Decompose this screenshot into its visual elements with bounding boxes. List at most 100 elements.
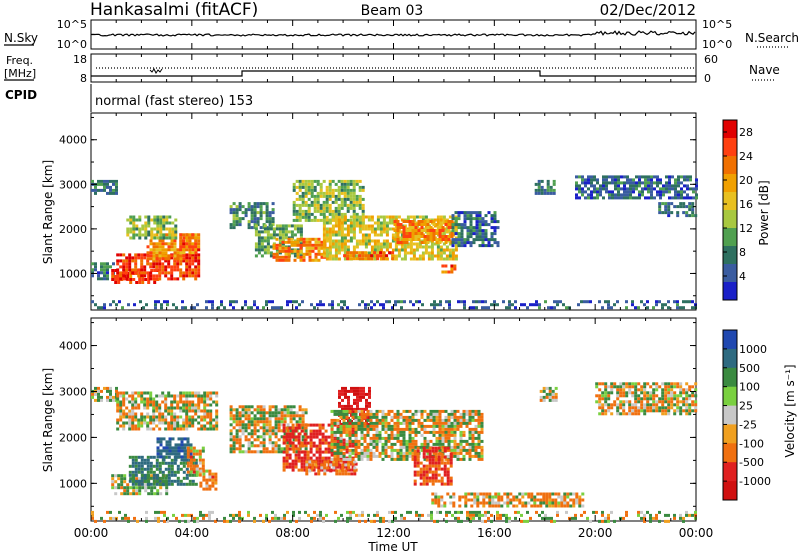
velocity-cell [278,444,281,447]
power-cell [312,247,315,250]
velocity-cell [189,483,192,486]
velocity-cell [140,416,143,419]
power-cell [356,216,359,219]
power-cell [182,274,185,277]
velocity-cell [278,420,281,423]
power-cell [100,183,103,186]
power-cell [350,192,353,195]
velocity-cell [358,416,361,419]
velocity-cell [275,417,278,420]
power-cell [305,195,308,198]
power-cell [482,235,485,238]
velocity-cell [598,394,601,397]
power-cell [323,255,326,258]
velocity-cell [373,452,376,455]
power-cell [273,256,276,259]
power-cell [294,244,297,247]
velocity-cell [475,443,478,446]
velocity-cell [527,493,530,496]
velocity-cell [167,392,170,395]
velocity-cell [361,452,364,455]
power-cell [103,265,106,268]
power-cell [239,205,242,208]
power-cell [416,243,419,246]
power-cell [476,238,479,241]
power-cell [397,229,400,232]
velocity-cell [116,410,119,413]
power-cell [347,192,350,195]
velocity-cell [192,480,195,483]
power-cell [346,251,349,254]
velocity-cell [119,416,122,419]
power-cell [112,192,115,195]
power-cell [458,211,461,214]
velocity-cell [421,410,424,413]
power-cell [464,244,467,247]
velocity-cell [173,401,176,404]
velocity-cell [442,434,445,437]
velocity-cell [179,395,182,398]
power-cell [340,300,343,303]
power-cell [373,251,376,254]
power-cell [629,196,632,199]
power-cell [296,204,299,207]
cpid-text: normal (fast stereo) 153 [95,94,253,109]
velocity-cell [123,477,126,480]
velocity-cell [206,398,209,401]
power-cell [197,259,200,262]
power-cell [161,271,164,274]
velocity-cell [475,431,478,434]
velocity-cell [290,417,293,420]
velocity-cell [341,405,344,408]
power-cell [605,175,608,178]
power-cell [341,183,344,186]
power-cell [170,271,173,274]
velocity-cell [578,496,581,499]
velocity-cell [165,483,168,486]
power-cell [407,216,410,219]
power-cell [280,306,283,309]
power-cell [368,225,371,228]
power-cell [476,226,479,229]
power-cell [674,193,677,196]
power-cell [394,220,397,223]
velocity-cell [466,425,469,428]
velocity-cell [435,447,438,450]
velocity-cell [157,452,160,455]
power-cell [329,180,332,183]
velocity-cell [135,477,138,480]
power-cell [365,243,368,246]
velocity-cell [275,405,278,408]
power-cell [611,181,614,184]
velocity-cell [146,428,149,431]
power-cell [644,175,647,178]
velocity-cell [132,465,135,468]
velocity-cell [467,493,470,496]
velocity-cell [202,459,205,462]
velocity-cell [358,452,361,455]
power-cell [425,252,428,255]
power-cell [302,192,305,195]
power-cell [452,252,455,255]
power-cell [689,178,692,181]
velocity-cell [316,451,319,454]
power-cell [177,254,180,257]
velocity-cell [143,404,146,407]
velocity-cell [119,413,122,416]
power-cell [132,278,135,281]
power-cell [638,193,641,196]
power-cell [488,244,491,247]
power-cell [261,242,264,245]
velocity-cell [316,436,319,439]
velocity-cell [448,425,451,428]
velocity-cell [152,413,155,416]
velocity-cell [461,496,464,499]
power-cell [288,238,291,241]
velocity-cell [180,462,183,465]
velocity-cell [304,439,307,442]
velocity-cell [125,398,128,401]
power-cell [409,226,412,229]
velocity-cell [295,454,298,457]
velocity-cell [478,419,481,422]
velocity-cell [290,420,293,423]
